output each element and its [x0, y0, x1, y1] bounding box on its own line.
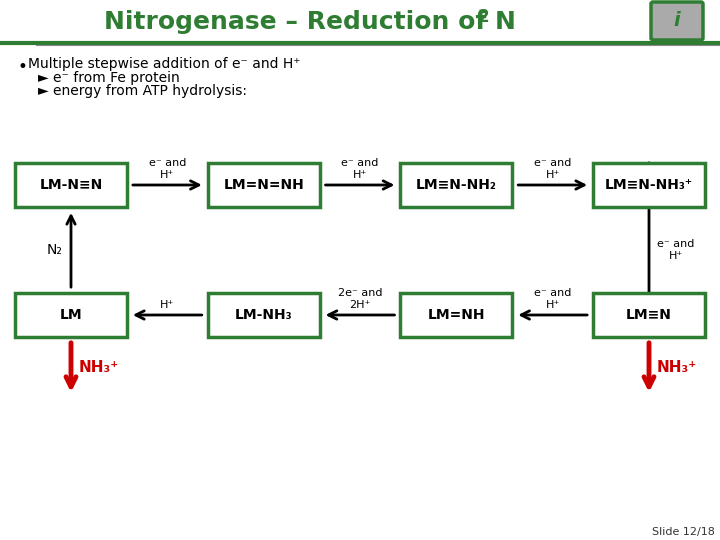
Text: 2: 2 — [478, 8, 490, 26]
Text: e⁻ and
H⁺: e⁻ and H⁺ — [341, 158, 379, 180]
Text: e⁻ and
H⁺: e⁻ and H⁺ — [148, 158, 186, 180]
Text: N₂: N₂ — [47, 243, 63, 257]
FancyBboxPatch shape — [207, 163, 320, 207]
Text: LM: LM — [60, 308, 82, 322]
FancyBboxPatch shape — [651, 2, 703, 40]
Text: NH₃⁺: NH₃⁺ — [79, 360, 120, 375]
Text: Slide 12/18: Slide 12/18 — [652, 527, 715, 537]
Text: LM≡N-NH₂: LM≡N-NH₂ — [416, 178, 497, 192]
FancyBboxPatch shape — [15, 293, 127, 337]
FancyBboxPatch shape — [593, 293, 705, 337]
FancyBboxPatch shape — [400, 293, 513, 337]
Text: LM-NH₃: LM-NH₃ — [235, 308, 292, 322]
Text: H⁺: H⁺ — [161, 300, 174, 310]
Text: LM=NH: LM=NH — [428, 308, 485, 322]
Text: i: i — [674, 11, 680, 30]
FancyBboxPatch shape — [207, 293, 320, 337]
FancyBboxPatch shape — [593, 163, 705, 207]
Text: ► energy from ATP hydrolysis:: ► energy from ATP hydrolysis: — [38, 84, 247, 98]
Text: LM=N=NH: LM=N=NH — [223, 178, 304, 192]
Text: LM-N≡N: LM-N≡N — [40, 178, 103, 192]
Text: e⁻ and
H⁺: e⁻ and H⁺ — [657, 239, 694, 261]
FancyBboxPatch shape — [15, 163, 127, 207]
Text: LM≡N: LM≡N — [626, 308, 672, 322]
Text: e⁻ and
H⁺: e⁻ and H⁺ — [534, 288, 572, 310]
Text: ► e⁻ from Fe protein: ► e⁻ from Fe protein — [38, 71, 180, 85]
Text: 2e⁻ and
2H⁺: 2e⁻ and 2H⁺ — [338, 288, 382, 310]
FancyBboxPatch shape — [0, 0, 720, 40]
Text: Multiple stepwise addition of e⁻ and H⁺: Multiple stepwise addition of e⁻ and H⁺ — [28, 57, 300, 71]
Text: •: • — [18, 58, 28, 76]
Text: NH₃⁺: NH₃⁺ — [657, 360, 697, 375]
Text: Nitrogenase – Reduction of N: Nitrogenase – Reduction of N — [104, 10, 516, 34]
Text: LM≡N-NH₃⁺: LM≡N-NH₃⁺ — [605, 178, 693, 192]
FancyBboxPatch shape — [400, 163, 513, 207]
Text: e⁻ and
H⁺: e⁻ and H⁺ — [534, 158, 572, 180]
